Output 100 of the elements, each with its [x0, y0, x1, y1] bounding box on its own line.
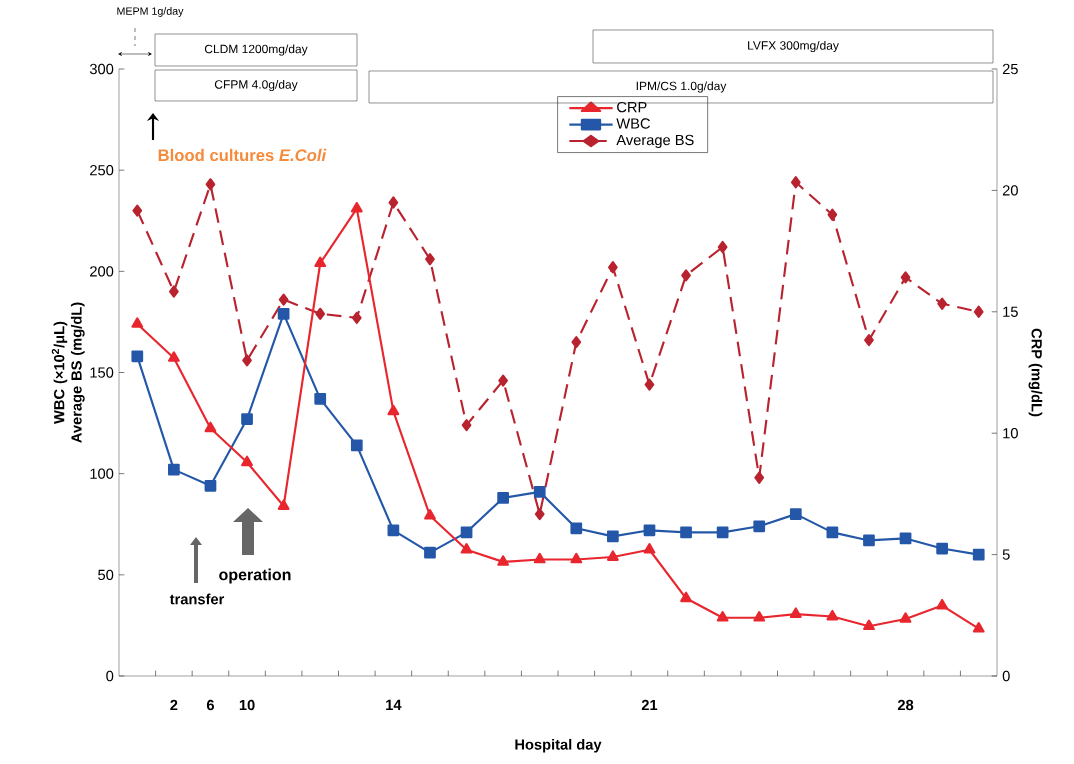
point — [387, 524, 400, 537]
point — [681, 269, 691, 282]
point — [498, 374, 508, 387]
y2-tick-label: 5 — [1002, 549, 1010, 560]
point — [973, 305, 984, 318]
point — [205, 178, 216, 191]
point — [131, 350, 144, 363]
point — [789, 607, 802, 618]
point — [350, 201, 363, 213]
point — [680, 591, 692, 603]
point — [533, 552, 546, 564]
x-tick-label: 10 — [239, 699, 255, 711]
text: MEPM 1g/day — [117, 7, 184, 17]
point — [937, 297, 947, 310]
annotation: transfer — [169, 593, 225, 605]
point — [607, 530, 619, 543]
point — [972, 621, 985, 633]
point — [754, 471, 765, 484]
point — [131, 317, 144, 328]
point — [863, 619, 875, 631]
legend-label: CRP — [617, 101, 647, 113]
point — [680, 526, 692, 539]
point — [387, 404, 400, 416]
point — [497, 492, 509, 504]
point — [864, 333, 874, 347]
annotation: IPM/CS 1.0g/day — [636, 81, 727, 93]
point — [241, 455, 253, 467]
point — [314, 392, 327, 405]
y2-tick-label: 25 — [1002, 63, 1018, 75]
y2-tick-label: 0 — [1002, 670, 1010, 682]
point — [167, 351, 180, 362]
point — [388, 196, 399, 209]
point — [277, 499, 290, 510]
point — [753, 611, 766, 622]
y-tick-label: 300 — [89, 63, 114, 75]
x-tick-label: 2 — [170, 699, 178, 711]
point — [826, 609, 839, 621]
y-tick-label: 50 — [98, 569, 114, 581]
y2-tick-label: 10 — [1003, 428, 1018, 439]
point — [534, 508, 545, 521]
point — [424, 509, 436, 520]
x-tick-label: 21 — [641, 699, 658, 711]
x-tick-label: 14 — [386, 699, 402, 710]
y-tick-label: 0 — [106, 670, 114, 682]
point — [716, 611, 729, 622]
text: LVFX 300mg/day — [748, 40, 839, 53]
legend-label: WBC — [616, 118, 650, 129]
y-tick-label: 200 — [90, 266, 114, 277]
point — [644, 378, 655, 391]
point — [936, 542, 948, 555]
point — [169, 285, 179, 298]
point — [241, 413, 253, 425]
point — [790, 176, 801, 189]
point — [900, 271, 911, 284]
point — [168, 463, 180, 476]
point — [350, 439, 363, 452]
point — [899, 612, 912, 623]
point — [570, 552, 583, 564]
annotation: CFPM 4.0g/day — [214, 79, 298, 92]
point — [461, 418, 472, 432]
annotation: operation — [219, 568, 291, 584]
point — [132, 204, 143, 217]
point — [425, 253, 435, 266]
point — [204, 421, 217, 433]
point — [570, 522, 583, 535]
point — [827, 208, 838, 221]
point — [277, 307, 290, 320]
point — [643, 524, 656, 537]
y2-tick-label: 15 — [1003, 306, 1018, 317]
y-tick-label: 150 — [90, 367, 114, 378]
point — [753, 520, 766, 533]
point — [571, 336, 582, 349]
point — [608, 261, 618, 274]
legend-label: Average BS — [616, 134, 694, 149]
point — [242, 354, 252, 367]
text: CLDM 1200mg/day — [204, 44, 308, 56]
y-tick-label: 100 — [90, 468, 114, 479]
point — [643, 543, 656, 554]
point — [315, 307, 326, 320]
x-axis-title: Hospital day — [515, 738, 602, 753]
point — [204, 479, 217, 492]
y2-axis-title: CRP (mg/dL) — [1028, 328, 1043, 417]
point — [899, 532, 912, 545]
x-tick-label: 6 — [206, 699, 215, 711]
point — [460, 543, 473, 554]
y2-tick-label: 20 — [1002, 185, 1018, 196]
point — [863, 534, 875, 547]
x-tick-label: 28 — [897, 699, 914, 711]
point — [606, 550, 619, 561]
y-tick-label: 250 — [90, 164, 114, 176]
point — [278, 293, 289, 306]
point — [497, 555, 510, 566]
point — [936, 598, 949, 610]
point — [789, 508, 802, 520]
point — [716, 526, 729, 539]
point — [460, 526, 473, 539]
point — [424, 546, 436, 559]
annotation: Blood cultures E.Coli — [158, 148, 327, 162]
point — [717, 240, 728, 254]
point — [314, 256, 327, 268]
